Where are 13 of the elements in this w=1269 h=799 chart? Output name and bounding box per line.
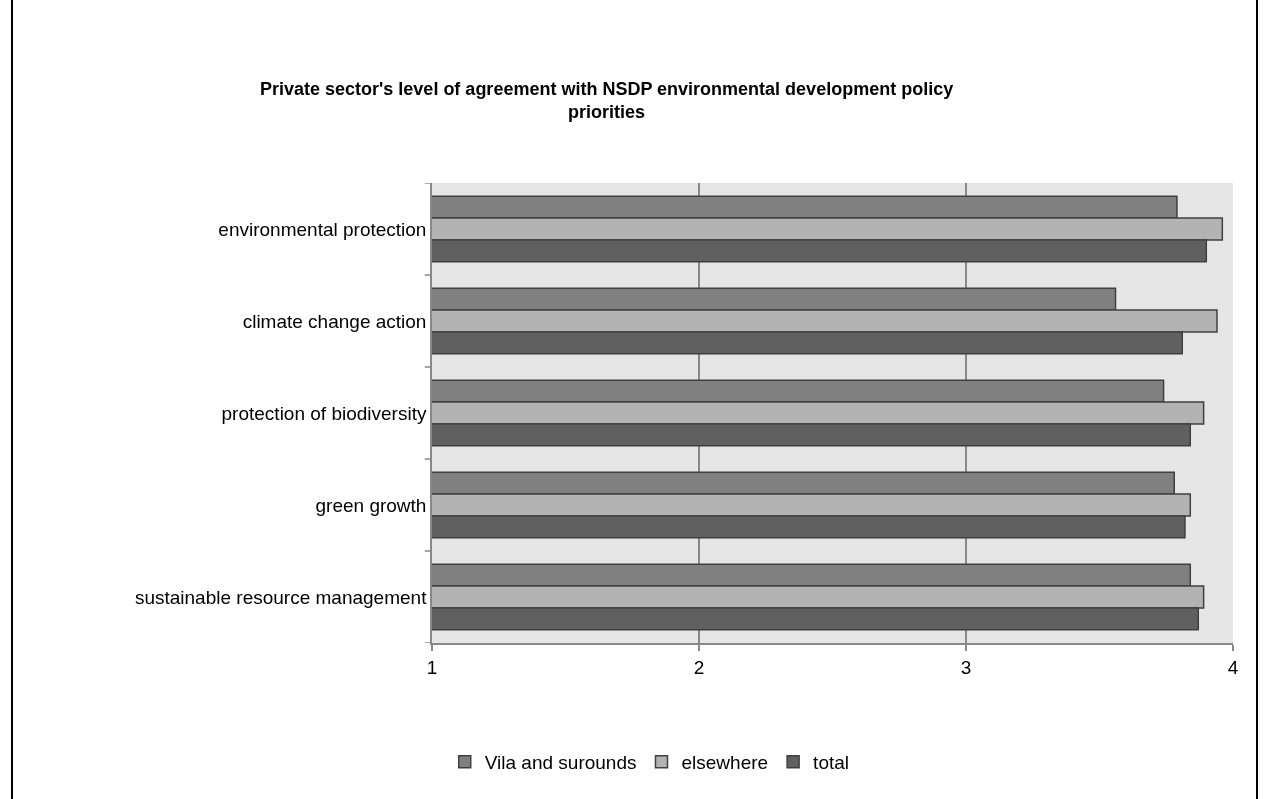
x-tick-label: 4 <box>1227 656 1239 678</box>
y-tick-label: protection of biodiversity <box>221 402 427 424</box>
x-tick-label: 1 <box>426 656 438 678</box>
legend-label: total <box>813 752 850 774</box>
legend-label: Vila and surounds <box>484 752 637 774</box>
legend-label: elsewhere <box>681 752 769 774</box>
x-tick-label: 3 <box>960 656 972 678</box>
y-tick-label: climate change action <box>242 310 427 332</box>
y-tick-label: environmental protection <box>218 218 427 240</box>
y-tick-label: sustainable resource management <box>134 586 428 608</box>
y-tick-label: green growth <box>315 494 427 516</box>
x-tick-label: 2 <box>693 656 705 678</box>
chart-title: Private sector's level of agreement with NSDP environmental development policy priorities <box>260 79 954 123</box>
